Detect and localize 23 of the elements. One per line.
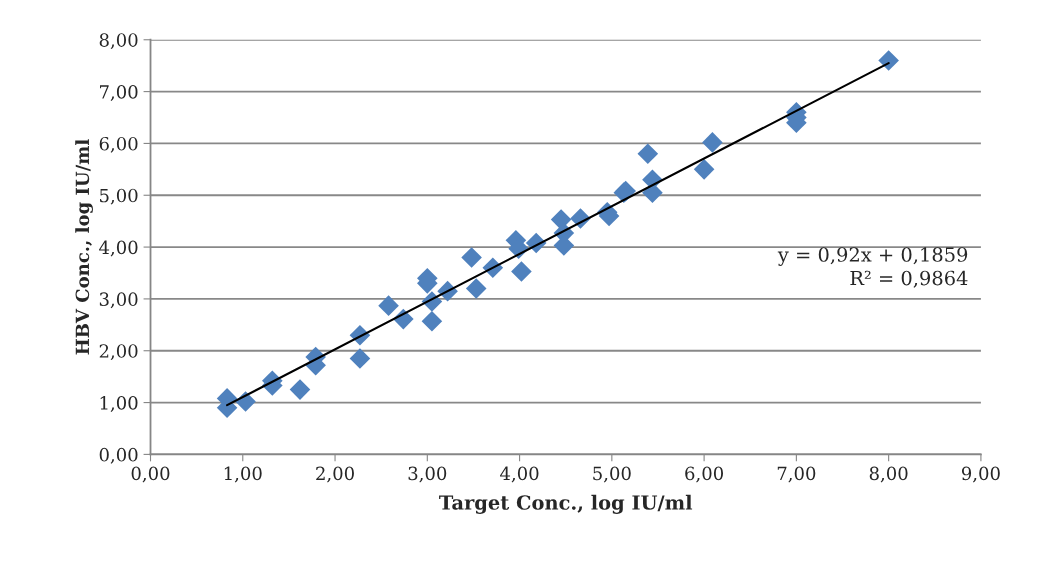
y-tick-label: 5,00 <box>100 188 138 205</box>
x-tick-label: 8,00 <box>869 466 908 483</box>
y-tick-label: 2,00 <box>99 344 138 361</box>
y-tick-label: 0,00 <box>99 447 138 464</box>
x-tick-label: 4,00 <box>500 466 539 483</box>
x-axis-title: Target Conc., log IU/ml <box>439 494 693 514</box>
annotation: y = 0,92x + 0,1859 <box>777 247 968 266</box>
y-axis-title: HBV Conc., log IU/ml <box>75 139 93 355</box>
x-tick-label: 7,00 <box>777 466 816 483</box>
y-tick-label: 4,00 <box>99 240 138 257</box>
x-tick-label: 6,00 <box>685 466 724 483</box>
x-tick-label: 0,00 <box>131 466 170 483</box>
x-tick-label: 9,00 <box>961 466 1000 483</box>
x-tick-label: 5,00 <box>593 466 631 483</box>
y-tick-label: 3,00 <box>99 292 138 309</box>
x-tick-label: 1,00 <box>224 466 262 483</box>
x-tick-label: 3,00 <box>408 466 447 483</box>
y-tick-label: 7,00 <box>100 85 138 101</box>
y-tick-label: 1,00 <box>100 396 138 412</box>
annotation: R² = 0,9864 <box>850 270 968 288</box>
y-tick-label: 6,00 <box>99 136 138 153</box>
y-tick-label: 8,00 <box>99 33 138 50</box>
x-tick-label: 2,00 <box>316 466 354 483</box>
